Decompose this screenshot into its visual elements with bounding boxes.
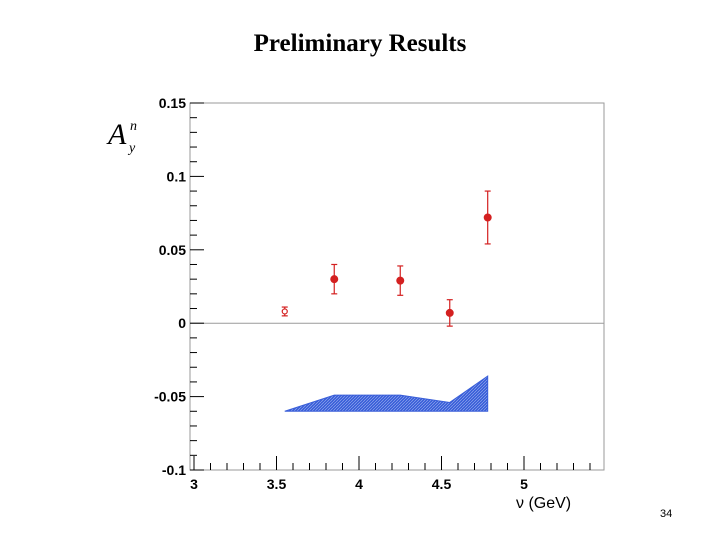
- x-tick-label: 3: [190, 476, 198, 492]
- y-axis-label-main: A: [106, 118, 127, 151]
- data-point: [445, 308, 454, 317]
- y-tick-label: -0.1: [162, 462, 186, 478]
- y-tick-label: 0.15: [159, 95, 186, 111]
- x-tick-label: 5: [520, 476, 528, 492]
- y-axis-label-subscript: y: [127, 141, 136, 156]
- data-point: [396, 276, 405, 285]
- x-tick-label: 4: [355, 476, 363, 492]
- x-tick-label: 4.5: [432, 476, 452, 492]
- y-tick-label: 0.1: [167, 168, 187, 184]
- systematic-band: [284, 375, 489, 412]
- y-tick-label: 0.05: [159, 242, 186, 258]
- slide-title: Preliminary Results: [253, 30, 467, 57]
- x-axis-label: ν (GeV): [516, 495, 571, 512]
- page-number: 34: [660, 508, 673, 520]
- plot-frame: [189, 102, 605, 471]
- y-axis-label-superscript: n: [130, 119, 137, 134]
- data-point: [330, 275, 339, 284]
- y-tick-label: 0: [178, 315, 186, 331]
- data-point: [483, 213, 492, 222]
- y-tick-label: -0.05: [154, 389, 186, 405]
- data-point-open: [281, 308, 288, 315]
- x-tick-label: 3.5: [267, 476, 287, 492]
